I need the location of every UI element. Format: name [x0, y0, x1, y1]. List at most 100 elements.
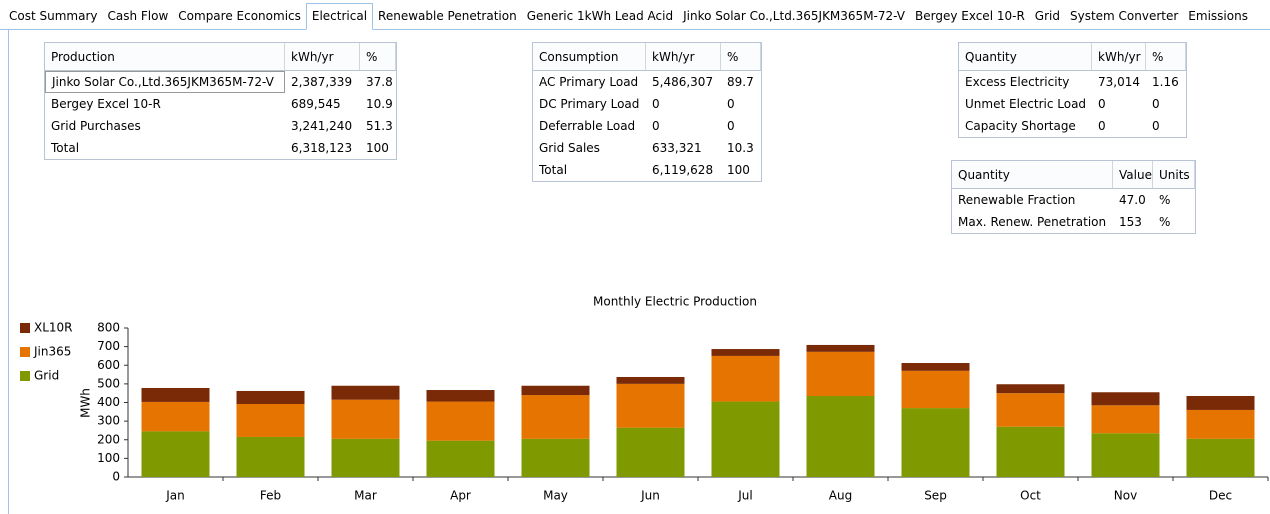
bar-segment [616, 383, 685, 428]
tab[interactable]: Cost Summary [9, 9, 98, 23]
tab-bar: Cost Summary Cash Flow Compare Economics El… [0, 0, 1270, 30]
bar-segment [141, 387, 210, 402]
table-header: Consumption kWh/yr% [533, 43, 761, 71]
bar-segment [806, 395, 875, 477]
table-cell: 0 [727, 119, 735, 133]
bar-segment [616, 376, 685, 384]
table-cell: 10.3 [727, 141, 754, 155]
bar-segment [996, 393, 1065, 427]
bar-segment [996, 426, 1065, 477]
bar-segment [806, 351, 875, 396]
tab[interactable]: Jinko Solar Co.,Ltd.365JKM365M-72-V [683, 9, 905, 23]
table-cell: 0 [1152, 119, 1160, 133]
table-row: Total 6,119,628 100 [533, 159, 761, 181]
table-cell: 6,119,628 [652, 163, 714, 177]
bar-segment [996, 384, 1065, 394]
table-row: Unmet Electric Load 0 0 [959, 93, 1186, 115]
x-tick-label: May [543, 489, 568, 503]
data-table: Production kWh/yr% Jinko Solar Co.,Ltd.365… [44, 42, 397, 160]
bar-segment [616, 427, 685, 477]
data-table: Quantity kWh/yr% Excess Electricity 73,014 1… [958, 42, 1187, 138]
table-cell: 2,387,339 [291, 75, 353, 89]
legend-swatch [20, 323, 30, 333]
frame [8, 30, 9, 514]
bar-segment [806, 344, 875, 352]
legend-label: Grid [34, 369, 59, 383]
table-cell: Jinko Solar Co.,Ltd.365JKM365M-72-V [45, 71, 285, 93]
header-cell: Quantity [952, 161, 1113, 189]
table-body: Jinko Solar Co.,Ltd.365JKM365M-72-V 2,387… [45, 71, 396, 159]
bar-segment [901, 370, 970, 409]
y-tick-label: 100 [97, 451, 120, 465]
bar-segment [236, 403, 305, 437]
bar-segment [1186, 395, 1255, 410]
x-tick-label: Sep [924, 489, 947, 503]
bar-segment [236, 390, 305, 404]
header-cell: % [1146, 43, 1186, 71]
table-cell: 0 [1098, 119, 1106, 133]
table-cell: DC Primary Load [539, 97, 640, 111]
tab[interactable]: Compare Economics [178, 9, 301, 23]
tab[interactable]: Cash Flow [107, 9, 169, 23]
header-cell: Production [45, 43, 285, 71]
bar-segment [331, 399, 400, 439]
table-cell: Grid Purchases [51, 119, 141, 133]
x-tick-label: Apr [450, 489, 471, 503]
table-row: AC Primary Load 5,486,307 89.7 [533, 71, 761, 93]
table-body: Excess Electricity 73,014 1.16 Unmet Electr… [959, 71, 1186, 137]
table-cell: 0 [652, 119, 660, 133]
table-cell: 0 [727, 97, 735, 111]
tab[interactable]: System Converter [1069, 9, 1179, 23]
bar-segment [521, 395, 590, 439]
y-tick-label: 500 [97, 376, 120, 390]
tab[interactable]: Electrical [305, 3, 374, 30]
table-cell: 153 [1119, 215, 1142, 229]
header-cell: Quantity [959, 43, 1092, 71]
legend-swatch [20, 371, 30, 381]
tab[interactable]: Generic 1kWh Lead Acid [526, 9, 674, 23]
table-cell: 6,318,123 [291, 141, 353, 155]
x-tick-label: Dec [1209, 489, 1232, 503]
tab[interactable]: Bergey Excel 10-R [914, 9, 1025, 23]
bar-segment [1186, 438, 1255, 477]
bar-segment [141, 401, 210, 432]
tab[interactable]: Emissions [1188, 9, 1248, 23]
y-tick-label: 700 [97, 339, 120, 353]
bar-segment [1091, 433, 1160, 477]
tab[interactable]: Grid [1034, 9, 1060, 23]
chart-title: Monthly Electric Production [593, 295, 757, 309]
table-cell: Capacity Shortage [965, 119, 1076, 133]
table-row: Grid Sales 633,321 10.3 [533, 137, 761, 159]
bar-segment [236, 436, 305, 477]
tab[interactable]: Renewable Penetration [378, 9, 517, 23]
bar-segment [426, 401, 495, 441]
bar-segment [1186, 409, 1255, 439]
table-cell: 37.8 [366, 75, 393, 89]
bar-segment [711, 349, 780, 356]
table-cell: Renewable Fraction [958, 193, 1076, 207]
table-row: Deferrable Load 0 0 [533, 115, 761, 137]
table-cell: 100 [727, 163, 750, 177]
y-tick-label: 600 [97, 358, 120, 372]
table-cell: 89.7 [727, 75, 754, 89]
table-cell: Excess Electricity [965, 75, 1070, 89]
header-cell: kWh/yr [1092, 43, 1146, 71]
table-header: Quantity Value Units [952, 161, 1195, 189]
bar-segment [331, 438, 400, 477]
table-cell: Deferrable Load [539, 119, 636, 133]
bar-segment [331, 385, 400, 400]
table-header: Production kWh/yr% [45, 43, 396, 71]
y-tick-label: 400 [97, 395, 120, 409]
header-cell: Units [1153, 161, 1195, 189]
table-cell: 100 [366, 141, 389, 155]
legend-label: Jin365 [33, 345, 71, 359]
bar-segment [426, 390, 495, 402]
table-cell: AC Primary Load [539, 75, 639, 89]
table-row: Excess Electricity 73,014 1.16 [959, 71, 1186, 93]
table-cell: 633,321 [652, 141, 702, 155]
x-tick-label: Oct [1020, 489, 1041, 503]
bar-segment [901, 408, 970, 477]
table-cell: 5,486,307 [652, 75, 714, 89]
x-tick-label: Jul [737, 489, 752, 503]
header-cell: kWh/yr [285, 43, 360, 71]
